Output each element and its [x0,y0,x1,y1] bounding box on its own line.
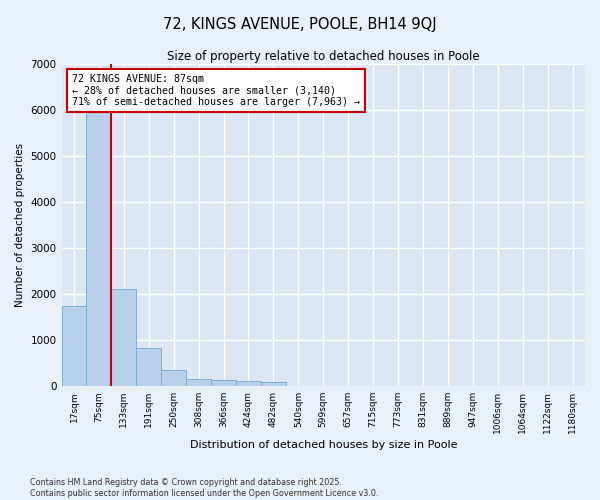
Bar [62,306,86,386]
Text: Contains HM Land Registry data © Crown copyright and database right 2025.
Contai: Contains HM Land Registry data © Crown c… [30,478,379,498]
Bar [261,382,286,386]
Bar [136,348,161,386]
Bar [211,380,236,386]
Text: 72 KINGS AVENUE: 87sqm
← 28% of detached houses are smaller (3,140)
71% of semi-: 72 KINGS AVENUE: 87sqm ← 28% of detached… [72,74,360,107]
X-axis label: Distribution of detached houses by size in Poole: Distribution of detached houses by size … [190,440,457,450]
Bar [161,370,186,386]
Bar [112,290,136,386]
Text: 72, KINGS AVENUE, POOLE, BH14 9QJ: 72, KINGS AVENUE, POOLE, BH14 9QJ [163,18,437,32]
Bar [236,381,261,386]
Title: Size of property relative to detached houses in Poole: Size of property relative to detached ho… [167,50,479,63]
Bar [186,378,211,386]
Y-axis label: Number of detached properties: Number of detached properties [15,143,25,307]
Bar [86,108,112,386]
